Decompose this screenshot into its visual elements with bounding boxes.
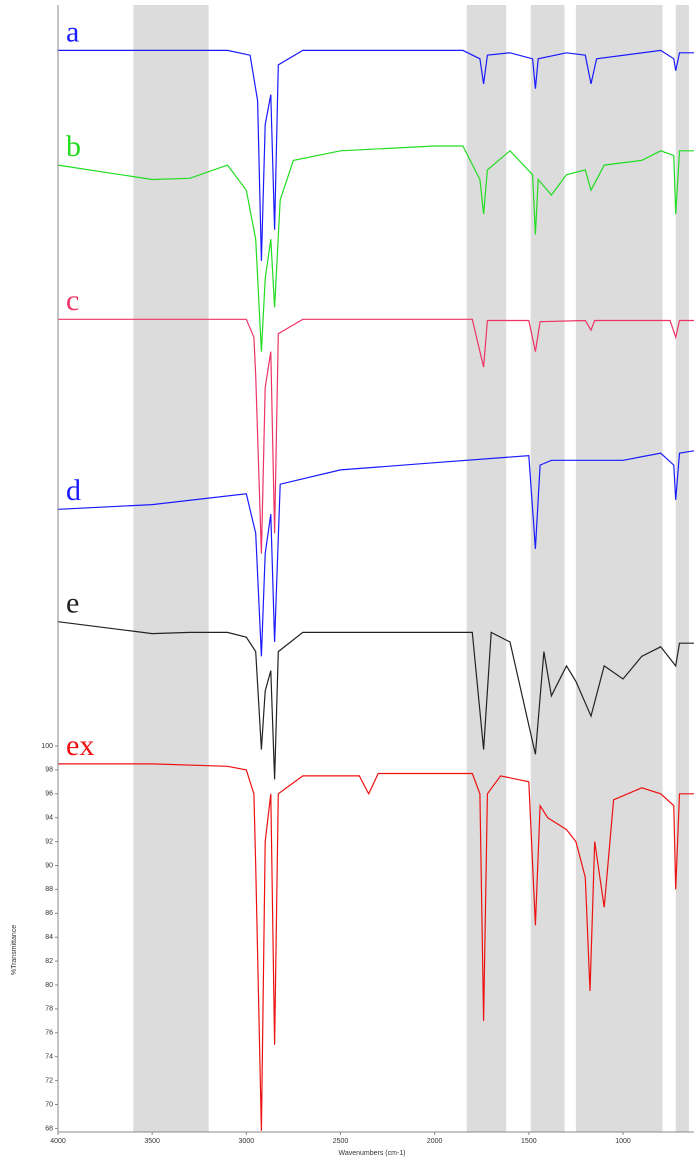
shaded-band — [675, 5, 689, 1132]
y-tick-label: 84 — [45, 934, 53, 941]
y-tick-label: 90 — [45, 862, 53, 869]
y-axis-title: %Transmittance — [11, 925, 18, 975]
shaded-band — [133, 5, 209, 1132]
series-label: e — [66, 587, 79, 620]
y-tick-label: 86 — [45, 910, 53, 917]
shaded-band — [466, 5, 507, 1132]
x-axis-title: Wavenumbers (cm-1) — [338, 1150, 405, 1157]
shaded-band — [575, 5, 663, 1132]
y-tick-label: 94 — [45, 815, 53, 822]
y-tick-label: 96 — [45, 791, 53, 798]
y-tick-label: 80 — [45, 982, 53, 989]
y-tick-label: 88 — [45, 886, 53, 893]
spectrum-line — [57, 621, 694, 780]
spectrum-line — [58, 318, 694, 554]
shaded-band — [530, 5, 565, 1132]
x-tick-label: 1500 — [521, 1138, 537, 1145]
y-tick-label: 100 — [41, 743, 53, 750]
series-label: d — [66, 474, 81, 507]
y-tick-label: 72 — [45, 1077, 53, 1084]
spectrum-line — [58, 49, 694, 261]
y-tick-label: 98 — [45, 767, 53, 774]
x-tick-label: 2000 — [427, 1138, 443, 1145]
x-tick-label: 1000 — [615, 1138, 631, 1145]
x-tick-label: 3000 — [239, 1138, 255, 1145]
plot — [57, 49, 694, 1131]
spectrum-line — [58, 763, 694, 1131]
series-label: a — [66, 15, 79, 48]
x-tick-label: 4000 — [50, 1138, 66, 1145]
series-label: b — [66, 130, 81, 163]
x-tick-label: 3500 — [144, 1138, 160, 1145]
bands — [133, 5, 689, 1132]
y-tick-label: 74 — [45, 1054, 53, 1061]
y-tick-label: 76 — [45, 1030, 53, 1037]
series-label: ex — [66, 729, 94, 762]
x-tick-label: 2500 — [333, 1138, 349, 1145]
y-tick-label: 78 — [45, 1006, 53, 1013]
y-tick-label: 70 — [45, 1101, 53, 1108]
spectrum-line — [57, 450, 694, 657]
y-tick-label: 68 — [45, 1125, 53, 1132]
y-tick-label: 82 — [45, 958, 53, 965]
spectrum-line — [57, 145, 694, 352]
series-label: c — [66, 284, 79, 317]
y-tick-label: 92 — [45, 838, 53, 845]
